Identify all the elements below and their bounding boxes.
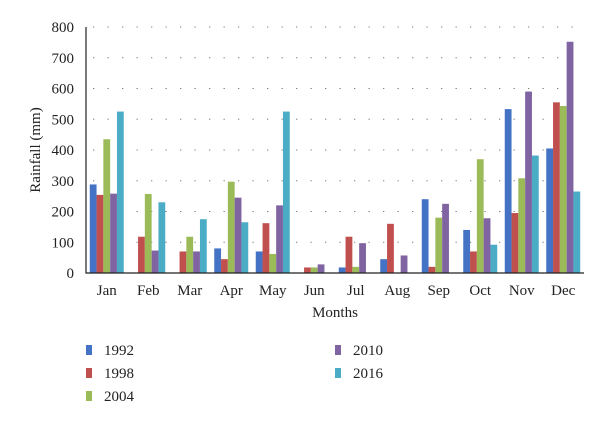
x-tick-label: Dec <box>551 283 575 299</box>
y-tick-label: 400 <box>52 143 75 159</box>
legend-label: 2010 <box>353 343 383 359</box>
bar-2004-apr <box>227 181 235 273</box>
y-tick-label: 100 <box>52 235 75 251</box>
bar-2016-dec <box>573 191 581 273</box>
legend-label: 1992 <box>104 343 134 359</box>
legend-item-2004: 2004 <box>86 389 135 405</box>
x-tick-label: Feb <box>137 283 160 299</box>
x-tick-labels: Jan Feb Mar Apr May Jun Jul Aug Sep Oct Nov Dec <box>97 283 576 299</box>
bar-2004-dec <box>559 106 567 273</box>
legend-swatch <box>335 368 341 378</box>
bar-1998-nov <box>511 213 519 273</box>
legend-label: 1998 <box>104 366 134 382</box>
y-tick-labels: 0 100 200 300 400 500 600 700 800 <box>52 20 75 282</box>
bar-1998-aug <box>387 223 394 273</box>
bar-1998-jul <box>345 236 353 273</box>
bar-1992-nov <box>504 109 512 273</box>
bar-2004-jan <box>103 139 111 273</box>
bar-2004-oct <box>476 159 484 273</box>
bar-1998-apr <box>221 259 228 273</box>
bar-2010-apr <box>234 197 242 273</box>
bar-2010-may <box>276 205 283 273</box>
legend-swatch <box>335 345 341 355</box>
y-tick-label: 800 <box>52 20 75 36</box>
legend-swatch <box>86 368 92 378</box>
bar-2004-may <box>269 253 277 273</box>
y-axis-title: Rainfall (mm) <box>28 107 44 192</box>
x-axis-title: Months <box>312 305 358 321</box>
bar-2016-may <box>282 111 290 273</box>
x-tick-label: Mar <box>177 283 202 299</box>
x-tick-label: Nov <box>509 283 535 299</box>
y-tick-label: 700 <box>52 51 75 67</box>
bar-2016-nov <box>531 155 539 273</box>
bar-1992-jan <box>89 184 97 273</box>
bar-2004-feb <box>144 193 152 273</box>
bar-2010-feb <box>151 250 159 273</box>
y-tick-label: 600 <box>52 82 75 98</box>
bar-1998-mar <box>179 251 187 273</box>
bar-1992-jul <box>338 267 346 273</box>
bar-1992-apr <box>214 248 222 273</box>
bar-1998-oct <box>470 251 477 273</box>
x-tick-label: May <box>259 283 287 299</box>
bars <box>89 41 581 274</box>
bar-2016-feb <box>158 202 166 273</box>
legend-label: 2016 <box>353 366 384 382</box>
bar-2010-jan <box>110 193 117 273</box>
bar-2016-apr <box>241 222 249 273</box>
legend-swatch <box>86 391 92 401</box>
bar-2010-aug <box>400 255 408 273</box>
legend-label: 2004 <box>104 389 135 405</box>
legend-swatch <box>86 345 92 355</box>
x-tick-label: Sep <box>428 283 451 299</box>
x-tick-label: Apr <box>220 283 243 299</box>
x-tick-label: Jul <box>347 283 365 299</box>
bar-1998-feb <box>138 236 145 273</box>
bar-2016-jan <box>116 111 124 273</box>
y-tick-label: 300 <box>52 174 75 190</box>
y-tick-label: 0 <box>67 266 75 282</box>
bar-2004-jul <box>352 266 360 273</box>
x-tick-label: Aug <box>384 283 410 299</box>
legend-item-1992: 1992 <box>86 343 134 359</box>
x-tick-label: Jun <box>304 283 325 299</box>
legend-item-1998: 1998 <box>86 366 134 382</box>
bar-1992-sep <box>421 199 429 273</box>
bar-1992-may <box>255 251 263 273</box>
bar-1992-oct <box>463 229 471 273</box>
bar-2010-jun <box>317 264 325 273</box>
bar-1998-sep <box>428 266 436 273</box>
bar-2010-dec <box>566 41 574 274</box>
bar-2010-oct <box>483 218 491 273</box>
bar-2016-oct <box>490 244 498 273</box>
bar-2010-jul <box>359 243 366 273</box>
bar-2016-mar <box>199 219 207 273</box>
bar-1992-aug <box>380 259 388 273</box>
legend-item-2010: 2010 <box>335 343 383 359</box>
legend-item-2016: 2016 <box>335 366 384 382</box>
y-tick-label: 200 <box>52 205 75 221</box>
bar-2004-mar <box>186 236 194 273</box>
bar-2004-jun <box>310 267 318 273</box>
bar-2004-sep <box>435 217 443 273</box>
x-tick-label: Jan <box>97 283 117 299</box>
bar-1998-jun <box>304 267 311 273</box>
bar-1998-dec <box>553 102 560 273</box>
y-tick-label: 500 <box>52 112 75 128</box>
x-tick-label: Oct <box>469 283 491 299</box>
bar-2010-nov <box>525 91 532 273</box>
legend: 1992 1998 2004 2010 2016 <box>86 343 384 405</box>
axis-lines <box>85 27 584 274</box>
bar-1992-dec <box>546 148 554 273</box>
bar-1998-jan <box>96 194 104 273</box>
bar-2004-nov <box>518 178 526 273</box>
bar-2010-mar <box>193 251 200 273</box>
bar-1998-may <box>262 223 270 273</box>
bar-2010-sep <box>442 203 449 273</box>
